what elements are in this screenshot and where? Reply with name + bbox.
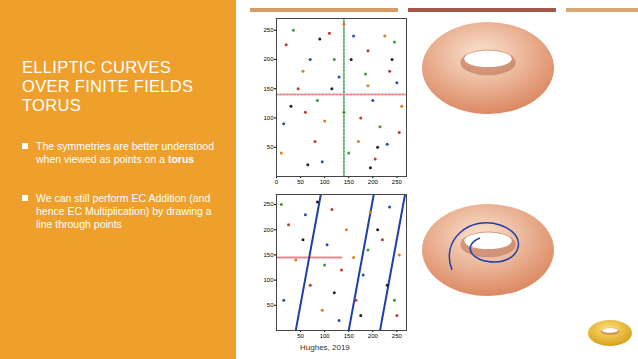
- svg-text:50: 50: [267, 144, 274, 150]
- svg-text:250: 250: [392, 179, 403, 185]
- html-text:Hughes, 2019: Hughes, 2019: [300, 343, 350, 352]
- html-text:TORUS: TORUS: [22, 96, 81, 114]
- html-text:The symmetries are better unde: The symmetries are better understood whe…: [36, 140, 214, 165]
- svg-text:150: 150: [344, 179, 355, 185]
- svg-text:50: 50: [267, 302, 274, 308]
- svg-text:50: 50: [297, 179, 304, 185]
- html-text:We can still perform EC Additi: We can still perform EC Addition (and he…: [36, 192, 212, 230]
- html-text:ELLIPTIC CURVES: ELLIPTIC CURVES: [22, 58, 172, 76]
- svg-text:100: 100: [263, 115, 274, 121]
- svg-text:250: 250: [263, 27, 274, 33]
- svg-text:200: 200: [263, 227, 274, 233]
- svg-text:50: 50: [297, 333, 304, 339]
- svg-text:150: 150: [263, 86, 274, 92]
- svg-text:200: 200: [368, 333, 379, 339]
- svg-text:0: 0: [275, 179, 279, 185]
- svg-text:150: 150: [263, 252, 274, 258]
- svg-text:200: 200: [368, 179, 379, 185]
- svg-text:250: 250: [263, 201, 274, 207]
- svg-text:100: 100: [320, 333, 331, 339]
- svg-text:100: 100: [320, 179, 331, 185]
- html-text:OVER FINITE FIELDS: OVER FINITE FIELDS: [22, 77, 194, 95]
- svg-text:200: 200: [263, 56, 274, 62]
- svg-text:100: 100: [263, 277, 274, 283]
- svg-text:150: 150: [344, 333, 355, 339]
- svg-text:250: 250: [392, 333, 403, 339]
